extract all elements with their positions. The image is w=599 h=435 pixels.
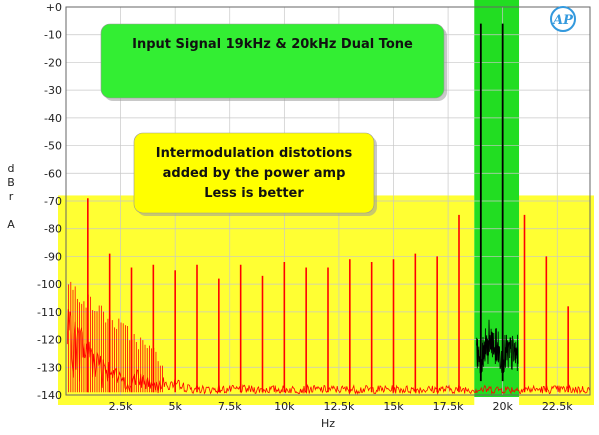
x-tick-label: 7.5k <box>218 400 242 413</box>
annotation-text: added by the power amp <box>163 166 346 181</box>
y-axis-ticks: +0 -10 -20 -30 -40 -50 -60 -70 -80 -90 -100 -110 -12… <box>37 1 62 402</box>
ap-logo-text: AP <box>551 13 574 28</box>
y-axis-label-char: A <box>7 218 15 231</box>
annotation-rect <box>133 132 375 214</box>
y-tick-label: -120 <box>37 334 62 347</box>
annotation-rect <box>100 23 445 99</box>
y-tick-label: -90 <box>44 250 62 263</box>
black-noise-trace <box>476 319 519 374</box>
y-tick-label: -80 <box>44 223 62 236</box>
annotation-box-1: Input Signal 19kHz & 20kHz Dual Tone <box>100 23 447 101</box>
x-tick-label: 22.5k <box>542 400 573 413</box>
y-tick-label: -10 <box>44 29 62 42</box>
x-axis-ticks: 2.5k 5k 7.5k 10k 12.5k 15k 17.5k 20k 22.5k <box>109 400 574 413</box>
y-tick-label: -50 <box>44 140 62 153</box>
ap-logo: AP <box>550 6 576 32</box>
y-tick-label: -70 <box>44 195 62 208</box>
y-tick-label: -40 <box>44 112 62 125</box>
y-tick-label: -60 <box>44 167 62 180</box>
x-tick-label: 10k <box>274 400 295 413</box>
x-tick-label: 2.5k <box>109 400 133 413</box>
yellow-region-right <box>519 195 594 405</box>
y-tick-label: -30 <box>44 84 62 97</box>
plot-frame <box>65 6 591 396</box>
x-tick-label: 12.5k <box>323 400 354 413</box>
y-tick-label: -110 <box>37 306 62 319</box>
annotation-text: Intermodulation distotions <box>156 146 353 161</box>
y-tick-label: -100 <box>37 278 62 291</box>
y-tick-label: -140 <box>37 389 62 402</box>
y-tick-label: +0 <box>46 1 62 14</box>
x-tick-label: 17.5k <box>433 400 464 413</box>
x-tick-label: 15k <box>383 400 404 413</box>
annotation-box-2: Intermodulation distotions added by the p… <box>133 132 377 216</box>
y-axis-label-char: B <box>7 176 15 189</box>
y-axis-label-char: r <box>9 190 14 203</box>
x-tick-label: 5k <box>168 400 182 413</box>
annotation-text: Input Signal 19kHz & 20kHz Dual Tone <box>132 37 413 52</box>
annotation-text: Less is better <box>204 186 304 201</box>
x-axis-label: Hz <box>321 417 335 430</box>
y-tick-label: -130 <box>37 361 62 374</box>
annotations: Input Signal 19kHz & 20kHz Dual Tone Inte… <box>100 23 447 216</box>
y-tick-label: -20 <box>44 56 62 69</box>
x-tick-label: 20k <box>492 400 513 413</box>
plot-series <box>66 23 590 395</box>
y-axis-label-char: d <box>8 162 15 175</box>
